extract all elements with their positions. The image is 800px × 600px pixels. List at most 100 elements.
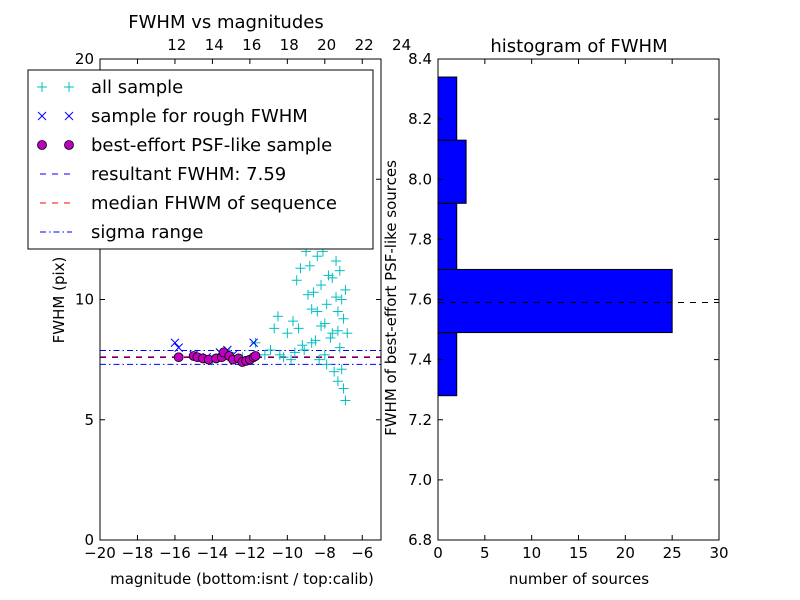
right-y-tick-label: 8.2 [408, 110, 432, 128]
right-ticks: 0 5 10 15 20 25 30 6.8 7.0 7.2 7.4 7.6 7.8 8.0 8.2 8.4 [408, 50, 728, 562]
series-1-point-0 [170, 338, 180, 348]
right-x-tick-label: 5 [480, 544, 490, 562]
series-0-point-7 [286, 354, 297, 365]
series-1-point-7 [249, 338, 258, 348]
top-x-tick-label: 12 [167, 36, 186, 54]
legend-label: sigma range [91, 222, 203, 243]
series-0-point-64 [342, 328, 353, 339]
left-x-tick-label: −16 [159, 544, 191, 562]
series-0-point-33 [340, 395, 351, 406]
left-ticks: −20−18−16−14−12−10−8−6051015201214161820… [75, 36, 411, 562]
right-x-tick-label: 30 [709, 544, 728, 562]
left-y-tick-label: 5 [84, 411, 94, 429]
series-0-point-20 [316, 280, 327, 291]
left-title: FWHM vs magnitudes [128, 12, 323, 33]
top-x-tick-label: 14 [205, 36, 224, 54]
series-0-point-13 [302, 289, 313, 300]
legend-marker [64, 111, 74, 121]
series-0-point-49 [319, 349, 330, 360]
legend-marker [37, 140, 47, 150]
right-y-axis-label: FWHM of best-effort PSF-like sources [382, 160, 400, 436]
series-0-point-36 [316, 320, 327, 331]
right-title: histogram of FWHM [490, 36, 667, 57]
series-2-point-0 [173, 352, 184, 363]
series-0-point-31 [336, 364, 347, 375]
right-y-tick-label: 6.8 [408, 531, 432, 549]
left-scatter-plot: −20−18−16−14−12−10−8−6051015201214161820… [27, 12, 411, 588]
series-0-point-39 [338, 313, 349, 324]
right-y-tick-label: 7.0 [408, 471, 432, 489]
series-0-point-47 [299, 345, 310, 356]
histogram-bar-2 [437, 202, 458, 270]
left-x-tick-label: −18 [122, 544, 154, 562]
series-0-point-32 [338, 383, 349, 394]
left-x-tick-label: −12 [234, 544, 266, 562]
series-0-point-52 [340, 284, 351, 295]
series-0-point-9 [291, 275, 302, 286]
series-0-point-59 [274, 349, 285, 360]
series-0-point-54 [314, 354, 325, 365]
histogram-bar-4 [437, 76, 458, 141]
series-0-point-8 [287, 316, 298, 327]
legend-label: all sample [91, 77, 183, 98]
series-0-point-38 [332, 376, 343, 387]
top-x-tick-label: 18 [280, 36, 299, 54]
right-x-tick-label: 25 [663, 544, 682, 562]
left-marks [100, 59, 381, 406]
right-x-tick-label: 10 [522, 544, 541, 562]
series-0-point-37 [329, 366, 340, 377]
left-x-axis-label: magnitude (bottom:isnt / top:calib) [110, 570, 374, 588]
series-0-point-4 [272, 311, 283, 322]
series-0-point-29 [332, 306, 343, 317]
series-0-point-28 [331, 292, 342, 303]
left-clipped-marks [100, 59, 381, 406]
series-0-point-3 [269, 323, 280, 334]
legend: all sample sample for rough FWHM best-effo… [27, 69, 374, 250]
series-0-point-30 [334, 342, 345, 353]
left-x-tick-label: −8 [314, 544, 336, 562]
right-x-axis-label: number of sources [509, 570, 649, 588]
series-0-point-58 [289, 347, 300, 358]
histogram-bar-1 [437, 268, 673, 334]
series-0-point-34 [327, 272, 338, 283]
series-0-point-60 [332, 325, 343, 336]
series-0-point-62 [308, 287, 319, 298]
legend-label: median FHWM of sequence [91, 193, 337, 214]
histogram-bar-3 [437, 139, 467, 204]
right-marks [437, 76, 719, 397]
top-x-tick-label: 16 [242, 36, 261, 54]
legend-label: resultant FWHM: 7.59 [91, 164, 286, 185]
right-y-tick-label: 7.4 [408, 351, 432, 369]
legend-label: sample for rough FWHM [91, 106, 308, 127]
legend-marker [37, 111, 47, 121]
series-0-point-61 [321, 359, 332, 370]
right-x-tick-label: 20 [616, 544, 635, 562]
series-0-point-35 [321, 299, 332, 310]
series-0-point-10 [295, 263, 306, 274]
right-histogram-plot: 0 5 10 15 20 25 306.87.07.27.47.67.88.08.28.4 … [382, 36, 729, 588]
series-2-point-15 [250, 351, 261, 361]
right-x-tick-label: 15 [569, 544, 588, 562]
right-y-tick-label: 7.6 [408, 291, 432, 309]
left-x-tick-label: −6 [351, 544, 373, 562]
left-x-tick-label: −14 [197, 544, 229, 562]
series-1-point-1 [174, 343, 184, 352]
legend-marker [37, 82, 47, 92]
legend-box [27, 69, 374, 250]
series-0-point-46 [306, 337, 317, 348]
series-0-point-50 [325, 332, 336, 343]
series-0-point-14 [304, 260, 315, 271]
series-0-point-6 [282, 328, 293, 339]
right-y-tick-label: 8.0 [408, 170, 432, 188]
right-y-tick-label: 8.4 [408, 50, 432, 68]
top-x-tick-label: 24 [392, 36, 411, 54]
legend-label: best-effort PSF-like sample [91, 135, 332, 156]
left-x-tick-label: −10 [272, 544, 304, 562]
histogram-bar-0 [437, 332, 458, 397]
legend-marker [64, 140, 74, 150]
series-0-point-26 [327, 328, 338, 339]
right-x-tick-label: 0 [433, 544, 443, 562]
series-0-point-48 [293, 323, 304, 334]
series-0-point-15 [306, 304, 317, 315]
